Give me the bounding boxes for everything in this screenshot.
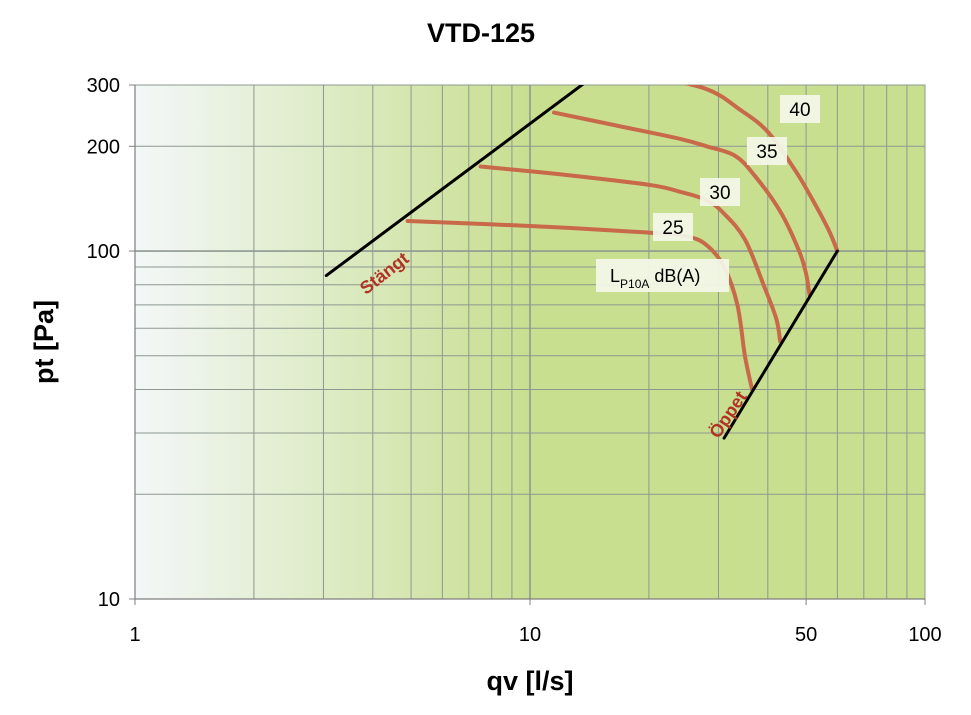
series-label-30: 30	[709, 183, 730, 204]
series-label-25-box	[653, 213, 693, 241]
boundary-line-open	[722, 249, 839, 440]
series-label-40-box	[780, 95, 820, 123]
boundary-line-closed	[324, 85, 585, 278]
x-axis-title: qv [l/s]	[486, 666, 573, 696]
series-label-30-box	[700, 178, 740, 206]
y-tick-label: 200	[87, 136, 120, 158]
series-label-35-box	[747, 137, 787, 165]
chart-title: VTD-125	[427, 18, 535, 48]
series-line-35	[552, 110, 812, 297]
x-tick-label: 100	[908, 624, 941, 646]
y-axis-title: pt [Pa]	[29, 300, 59, 384]
x-tick-label: 10	[519, 624, 541, 646]
grid	[135, 85, 925, 599]
x-tick-label: 50	[795, 624, 817, 646]
series-line-25	[405, 219, 755, 392]
x-tick-label: 1	[129, 624, 140, 646]
boundary-layer	[324, 85, 839, 440]
series-label-40: 40	[789, 100, 810, 121]
ticks-layer: 1 10 50 100 10 100 200 300	[87, 75, 942, 646]
y-tick-label: 10	[98, 589, 120, 611]
y-tick-label: 300	[87, 75, 120, 97]
legend-text: LP10A dB(A)	[610, 266, 700, 291]
y-tick-label: 100	[87, 241, 120, 263]
series-label-35: 35	[756, 142, 777, 163]
series-label-25: 25	[662, 218, 683, 239]
legend-box	[596, 259, 729, 292]
